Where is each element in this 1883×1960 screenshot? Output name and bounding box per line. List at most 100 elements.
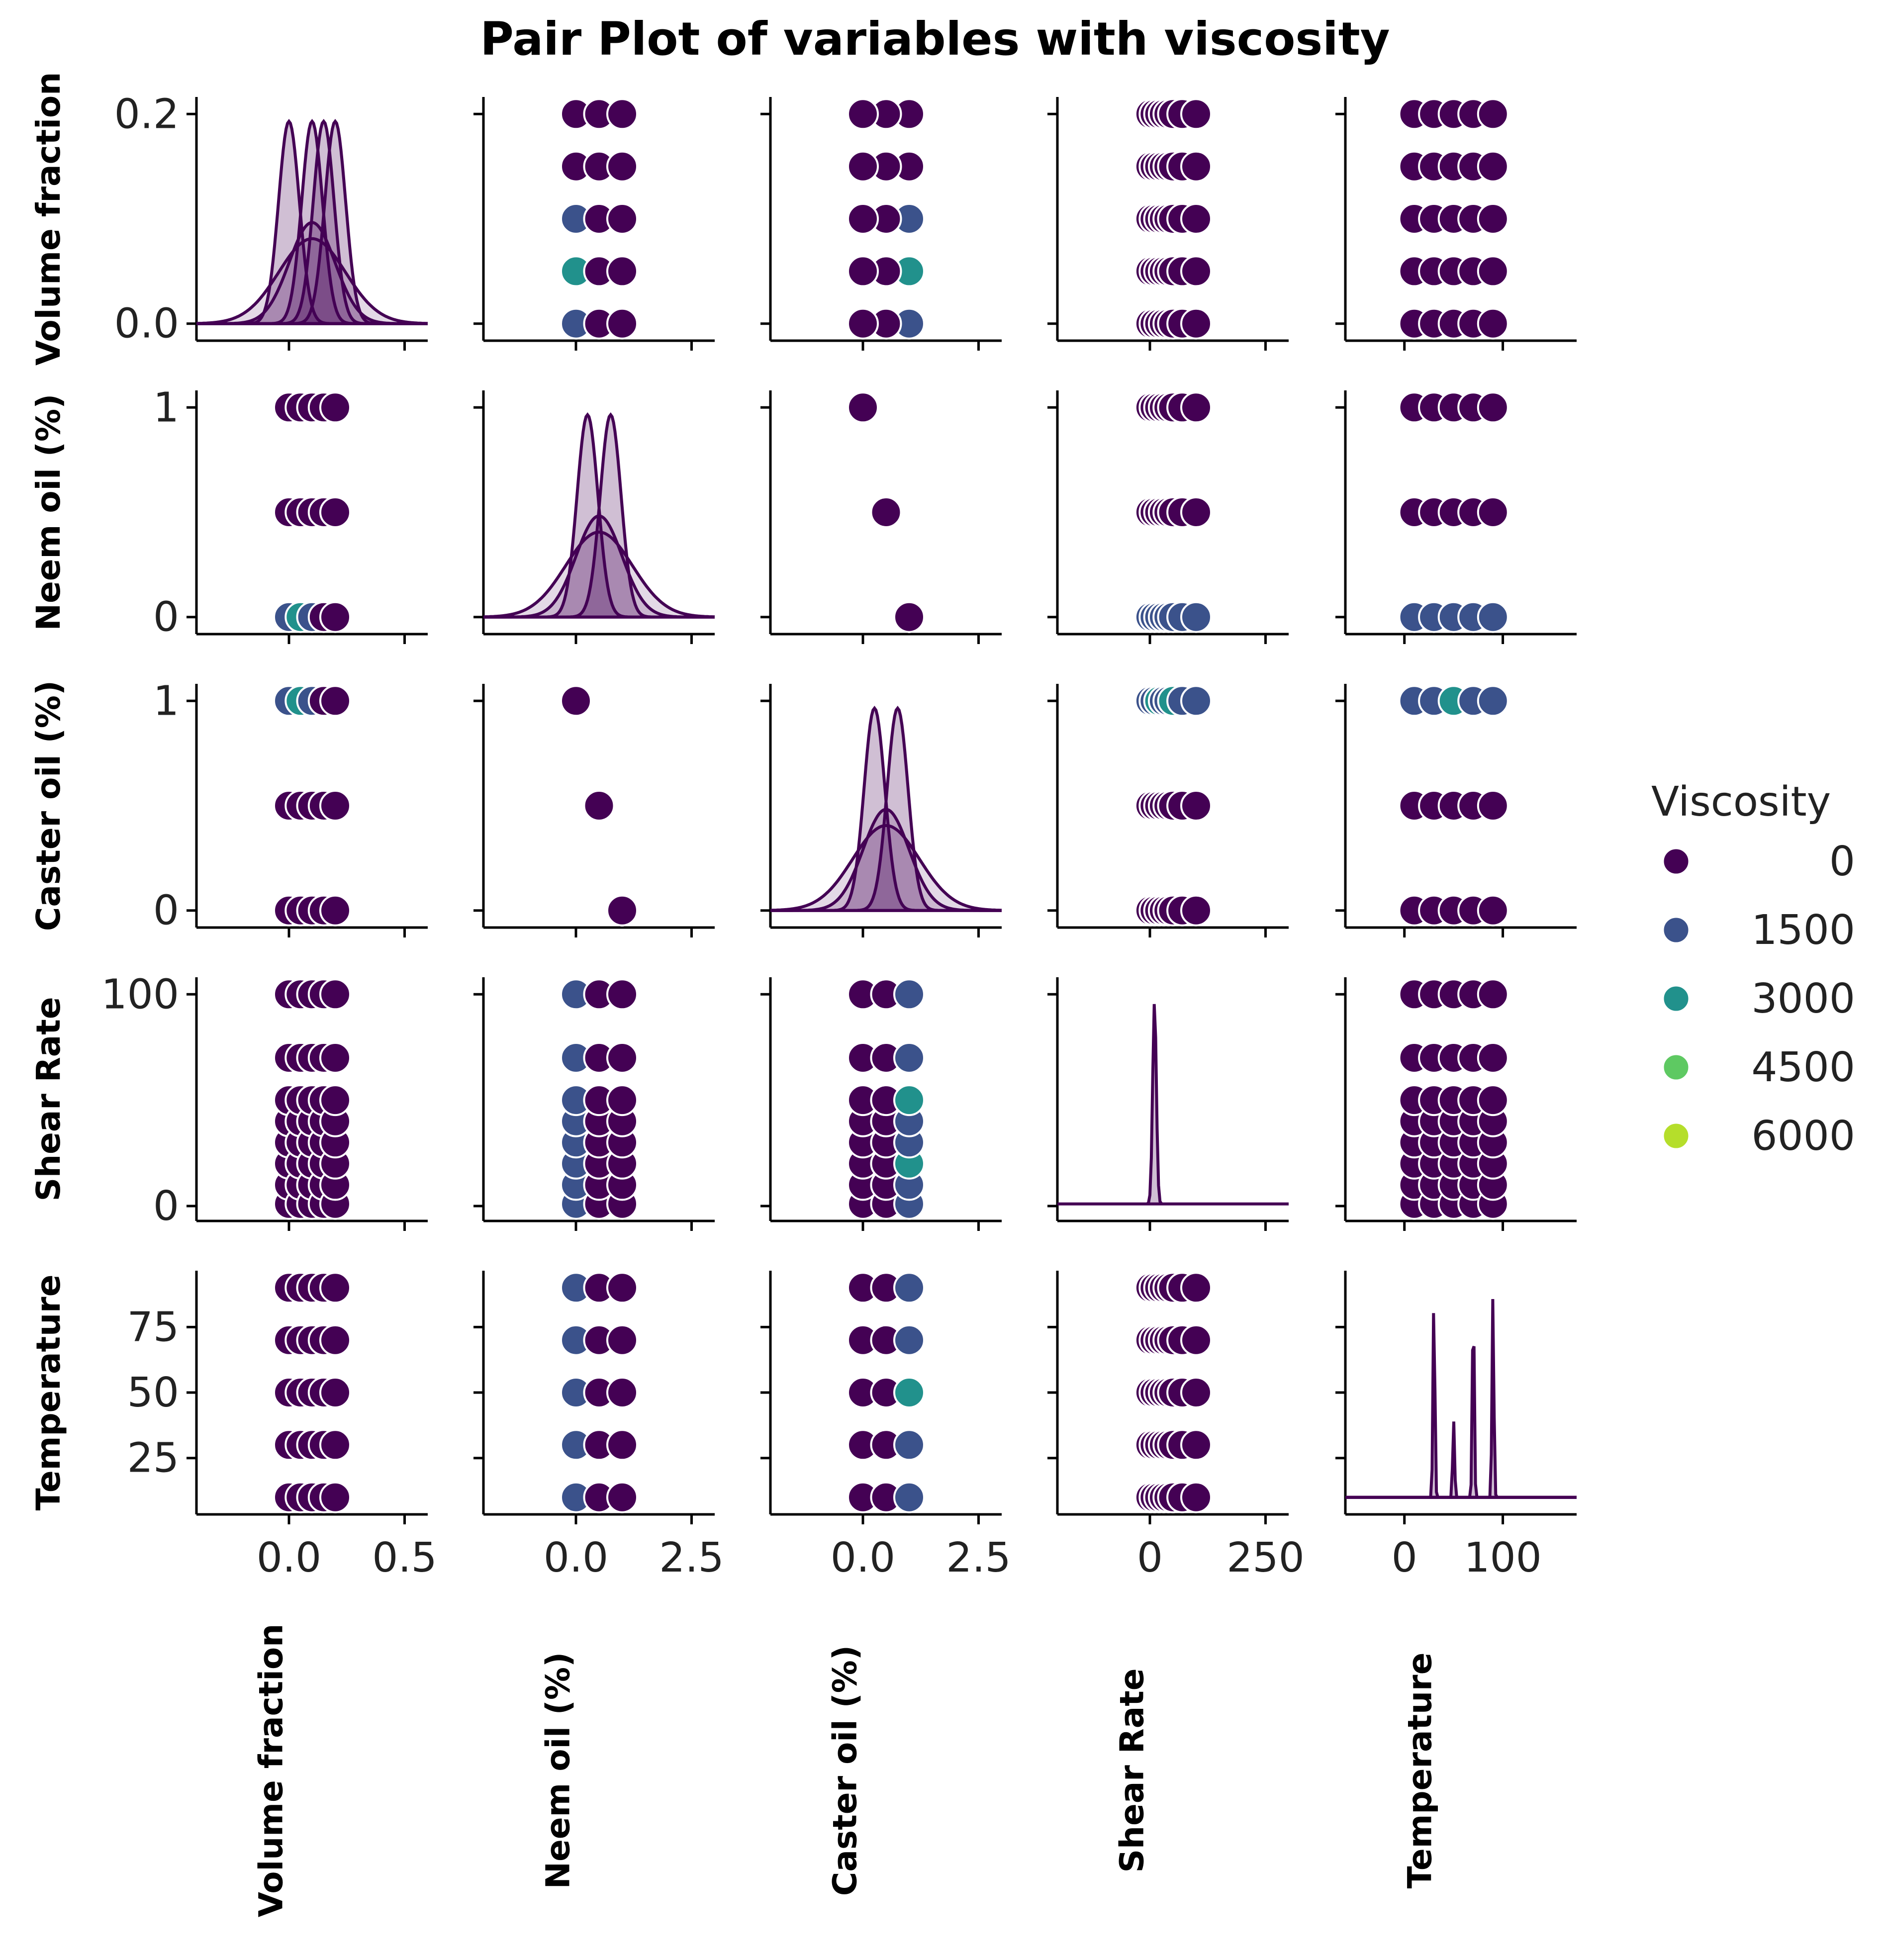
x-tick-label: 0.0: [257, 1534, 321, 1582]
scatter-point: [1477, 1042, 1509, 1074]
scatter-point: [1180, 150, 1212, 183]
legend-marker: [1662, 847, 1690, 875]
scatter-point: [319, 1481, 351, 1513]
panel-2-2: [760, 684, 1002, 937]
scatter-point: [893, 1272, 925, 1304]
scatter-point: [893, 1324, 925, 1356]
scatter-point: [1477, 790, 1509, 822]
scatter-point: [1477, 391, 1509, 424]
panel-0-1: [473, 97, 715, 351]
legend-marker: [1662, 1053, 1690, 1081]
panel-2-3: [1047, 684, 1289, 937]
panel-3-2: [760, 977, 1002, 1231]
scatter-point: [1180, 391, 1212, 424]
kde-curve-wide: [196, 237, 428, 325]
kde-curve-wide: [196, 221, 428, 325]
x-tick-label: 2.5: [946, 1534, 1011, 1582]
panel-2-4: [1335, 684, 1577, 937]
scatter-point: [606, 203, 638, 235]
scatter-point: [319, 496, 351, 528]
scatter-point: [606, 978, 638, 1011]
scatter-point: [606, 1272, 638, 1304]
scatter-point: [606, 1042, 638, 1074]
scatter-point: [1180, 1481, 1212, 1513]
scatter-point: [1180, 203, 1212, 235]
panel-4-1: 0.0 2.5 Neem oil (%): [473, 1271, 724, 1889]
scatter-point: [1477, 1084, 1509, 1117]
scatter-point: [1477, 307, 1509, 340]
scatter-point: [319, 1429, 351, 1461]
kde-curve: [1345, 1299, 1577, 1499]
scatter-point: [560, 685, 592, 717]
scatter-point: [606, 1084, 638, 1117]
scatter-point: [893, 1481, 925, 1513]
panel-3-4: [1335, 977, 1577, 1231]
scatter-point: [319, 1084, 351, 1117]
x-axis-label: Volume fraction: [252, 1624, 290, 1917]
y-tick-label: 0: [153, 594, 179, 641]
legend-label: 4500: [1751, 1044, 1855, 1091]
panel-2-1: [473, 684, 715, 937]
scatter-point: [893, 978, 925, 1011]
y-tick-label: 25: [127, 1435, 179, 1482]
scatter-point: [319, 790, 351, 822]
x-tick-label: 0: [1137, 1534, 1163, 1582]
scatter-point: [319, 601, 351, 633]
scatter-point: [319, 894, 351, 927]
panel-1-3: [1047, 390, 1289, 644]
panel-1-1: [473, 390, 715, 644]
scatter-point: [1477, 601, 1509, 633]
scatter-point: [319, 685, 351, 717]
chart-title: Pair Plot of variables with viscosity: [480, 12, 1390, 66]
scatter-point: [1180, 98, 1212, 130]
scatter-point: [1180, 496, 1212, 528]
x-tick-label: 0.0: [544, 1534, 608, 1582]
scatter-point: [606, 894, 638, 927]
panel-4-2: 0.0 2.5 Caster oil (%): [760, 1271, 1011, 1896]
kde-curve: [1345, 1313, 1577, 1499]
kde-curve-wide: [770, 808, 1002, 912]
scatter-point: [319, 391, 351, 424]
kde-curve: [1345, 1346, 1577, 1499]
kde-curve: [1057, 1004, 1289, 1206]
scatter-point: [1180, 1429, 1212, 1461]
scatter-point: [870, 496, 902, 528]
panel-4-3: 0 250 Shear Rate: [1047, 1271, 1305, 1873]
scatter-point: [1477, 98, 1509, 130]
y-tick-label: 75: [127, 1304, 179, 1351]
scatter-point: [583, 790, 615, 822]
scatter-point: [893, 1042, 925, 1074]
y-axis-label: Volume fraction: [29, 72, 68, 366]
x-tick-label: 0: [1392, 1534, 1417, 1582]
scatter-point: [606, 1429, 638, 1461]
scatter-point: [1180, 255, 1212, 287]
scatter-point: [1180, 307, 1212, 340]
legend-label: 0: [1829, 838, 1855, 885]
scatter-point: [847, 391, 879, 424]
scatter-point: [606, 98, 638, 130]
scatter-point: [847, 307, 879, 340]
x-tick-label: 0.5: [372, 1534, 437, 1582]
kde-curve-wide: [770, 824, 1002, 912]
legend-title: Viscosity: [1651, 778, 1831, 826]
x-axis-label: Temperature: [1401, 1653, 1439, 1889]
y-tick-label: 50: [127, 1369, 179, 1416]
y-tick-label: 0.2: [114, 91, 179, 138]
y-axis-label: Caster oil (%): [29, 680, 68, 931]
scatter-point: [606, 307, 638, 340]
scatter-point: [1180, 894, 1212, 927]
scatter-point: [847, 150, 879, 183]
scatter-point: [319, 1324, 351, 1356]
panel-3-0: 0 100 Shear Rate: [29, 971, 428, 1231]
panel-1-2: [760, 390, 1002, 644]
legend-marker: [1662, 985, 1690, 1013]
scatter-point: [1180, 1324, 1212, 1356]
y-tick-label: 0: [153, 1183, 179, 1230]
x-tick-label: 2.5: [659, 1534, 724, 1582]
x-axis-label: Shear Rate: [1113, 1668, 1151, 1872]
scatter-point: [893, 1377, 925, 1408]
y-tick-label: 0.0: [114, 300, 179, 348]
scatter-point: [1477, 150, 1509, 183]
scatter-point: [847, 255, 879, 287]
